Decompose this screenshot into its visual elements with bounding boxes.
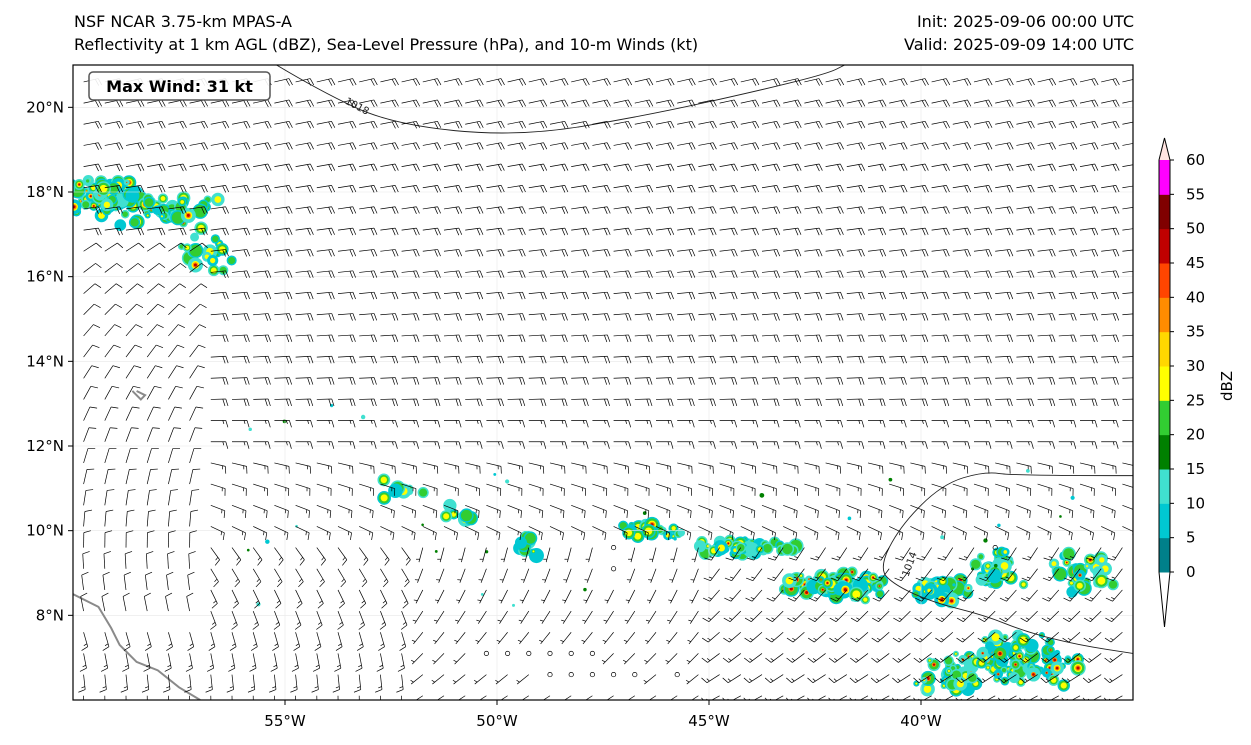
map-title: NSF NCAR 3.75-km MPAS-A: [74, 12, 292, 31]
colorbar-tick-label: 40: [1186, 288, 1205, 306]
colorbar-segment: [1159, 297, 1170, 333]
max-wind-badge: Max Wind: 31 kt: [88, 71, 271, 101]
lon-tick-label: 45°W: [688, 712, 730, 730]
colorbar-segment: [1159, 469, 1170, 504]
map-area: 1018 1014: [73, 65, 1133, 700]
colorbar-tick-label: 20: [1186, 426, 1205, 444]
colorbar-segment: [1159, 228, 1170, 264]
lat-tick-label: 18°N: [26, 183, 64, 201]
max-wind-text: Max Wind: 31 kt: [106, 77, 253, 96]
lon-tick-label: 55°W: [264, 712, 306, 730]
colorbar-label: dBZ: [1218, 371, 1236, 401]
colorbar-segment: [1159, 366, 1170, 401]
colorbar-segment: [1159, 503, 1170, 539]
isobar-label: 1018: [343, 96, 371, 118]
colorbar-tick-label: 30: [1186, 357, 1205, 375]
colorbar-segment: [1159, 400, 1170, 436]
colorbar-tick-label: 0: [1186, 563, 1196, 581]
colorbar-tick-label: 35: [1186, 323, 1205, 341]
map-frame: [72, 64, 1134, 701]
colorbar-segment: [1159, 194, 1170, 230]
colorbar-tick-label: 15: [1186, 460, 1205, 478]
colorbar-segment: [1159, 331, 1170, 367]
lon-tick-label: 50°W: [476, 712, 518, 730]
valid-time: Valid: 2025-09-09 14:00 UTC: [903, 35, 1134, 54]
lat-tick-label: 8°N: [36, 606, 64, 624]
colorbar-tick-label: 55: [1186, 185, 1205, 203]
isobar-label: 1014: [901, 551, 920, 579]
map-axes: 55°W 50°W 45°W 40°W 20°N 18°N 16°N 14°N 12°N 10°N…: [26, 98, 942, 730]
init-time: Init: 2025-09-06 00:00 UTC: [916, 12, 1134, 31]
coastline-layer: [73, 390, 201, 700]
lat-tick-label: 14°N: [26, 352, 64, 370]
lon-tick-label: 40°W: [900, 712, 942, 730]
colorbar-tick-label: 10: [1186, 494, 1205, 512]
lat-tick-label: 20°N: [26, 98, 64, 116]
colorbar-segment: [1159, 263, 1170, 298]
reflectivity-layer: [73, 175, 1119, 697]
colorbar: 0 5 10 15 20 25 30 35 40 45 50 55 60 dBZ: [1158, 137, 1236, 628]
colorbar-tick-label: 25: [1186, 391, 1205, 409]
colorbar-tick-label: 50: [1186, 220, 1205, 238]
colorbar-tick-label: 45: [1186, 254, 1205, 272]
colorbar-segment: [1159, 434, 1170, 470]
graticule: [73, 65, 1133, 700]
colorbar-segment: [1159, 537, 1170, 573]
lat-tick-label: 16°N: [26, 268, 64, 286]
colorbar-tick-label: 60: [1186, 151, 1205, 169]
wind-barb-layer: [78, 78, 1133, 700]
map-subtitle: Reflectivity at 1 km AGL (dBZ), Sea-Leve…: [74, 35, 699, 54]
lat-tick-label: 10°N: [26, 522, 64, 540]
colorbar-segment: [1159, 160, 1170, 195]
colorbar-tick-label: 5: [1186, 529, 1196, 547]
lat-tick-label: 12°N: [26, 437, 64, 455]
